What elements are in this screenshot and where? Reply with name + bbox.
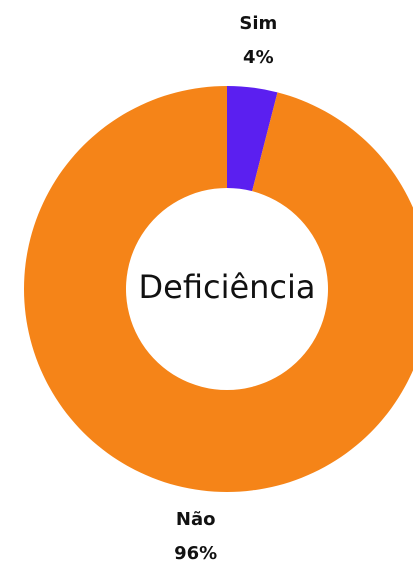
slice-value-label: 96%	[174, 543, 217, 564]
slice-value-label: 4%	[243, 47, 274, 68]
donut-slice	[227, 86, 278, 192]
donut-slice	[24, 86, 413, 492]
slices	[24, 86, 413, 492]
slice-label: Não	[176, 509, 216, 530]
slice-label: Sim	[239, 13, 277, 34]
chart-title: Deficiência	[138, 268, 315, 306]
